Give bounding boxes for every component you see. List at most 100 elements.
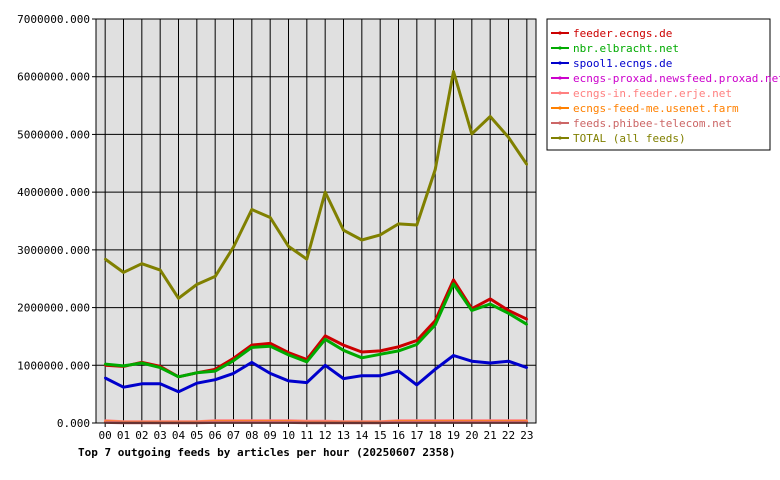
data-point: [268, 216, 272, 219]
x-tick-label: 09: [264, 429, 277, 442]
data-point: [525, 317, 529, 321]
data-point: [452, 282, 455, 286]
data-point: [507, 360, 510, 363]
legend-marker: [558, 106, 562, 110]
data-point: [287, 353, 290, 357]
x-tick-label: 22: [502, 429, 515, 442]
data-point: [213, 369, 217, 373]
y-tick-label: 5000000.000: [17, 128, 90, 141]
data-point: [158, 382, 162, 385]
data-point: [342, 377, 345, 380]
data-point: [305, 257, 309, 261]
data-point: [323, 364, 327, 367]
y-tick-label: 2000000.000: [17, 302, 90, 315]
data-point: [232, 359, 235, 362]
data-point: [378, 353, 382, 356]
y-tick-label: 3000000.000: [17, 244, 90, 257]
data-point: [433, 368, 437, 371]
series-line-2: [104, 354, 528, 394]
data-point: [177, 297, 180, 300]
data-point: [122, 364, 125, 368]
data-point: [103, 376, 107, 380]
data-point: [122, 386, 125, 389]
y-tick-label: 7000000.000: [17, 13, 90, 26]
data-point: [525, 366, 529, 369]
data-point: [470, 132, 474, 136]
x-tick-label: 04: [172, 429, 186, 442]
y-tick-label: 0.000: [57, 417, 90, 430]
data-point: [232, 372, 235, 375]
data-point: [287, 379, 290, 383]
data-point: [250, 346, 254, 349]
data-point: [525, 163, 529, 166]
data-point: [268, 342, 272, 345]
data-point: [397, 349, 400, 353]
data-point: [360, 238, 364, 242]
data-point: [415, 383, 419, 387]
legend-marker: [558, 91, 562, 95]
data-point: [342, 229, 345, 232]
x-tick-label: 05: [190, 429, 203, 442]
data-point: [415, 223, 419, 227]
data-point: [488, 302, 492, 306]
data-point: [140, 262, 144, 265]
legend-marker: [558, 136, 562, 140]
legend-box: [546, 18, 771, 151]
data-point: [342, 343, 345, 347]
data-point: [488, 361, 492, 365]
data-point: [232, 245, 235, 249]
data-point: [397, 345, 400, 349]
data-point: [323, 334, 327, 338]
legend-label: spool1.ecngs.de: [573, 57, 672, 70]
x-tick-label: 11: [300, 429, 313, 442]
x-tick-label: 02: [135, 429, 148, 442]
chart-title: Top 7 outgoing feeds by articles per hou…: [78, 446, 456, 459]
legend: feeder.ecngs.de nbr.elbracht.net spool1.ec…: [546, 18, 780, 151]
x-tick-label: 18: [429, 429, 442, 442]
data-point: [415, 343, 419, 346]
x-tick-label: 01: [117, 429, 130, 442]
y-tick-label: 1000000.000: [17, 359, 90, 372]
data-point: [323, 338, 327, 341]
data-point: [342, 349, 345, 352]
legend-marker: [558, 46, 562, 50]
x-tick-label: 20: [465, 429, 478, 442]
data-point: [507, 309, 510, 312]
data-point: [507, 136, 510, 139]
data-point: [507, 312, 510, 315]
data-point: [470, 360, 474, 363]
data-point: [360, 350, 364, 354]
x-tick-label: 23: [520, 429, 533, 442]
data-point: [195, 283, 199, 286]
data-point: [250, 208, 254, 211]
data-point: [452, 278, 455, 282]
data-point: [488, 115, 492, 118]
data-point: [378, 374, 382, 377]
series-line-7: [104, 70, 529, 300]
data-point: [158, 366, 162, 369]
y-tick-label: 6000000.000: [17, 71, 90, 84]
x-tick-label: 10: [282, 429, 295, 442]
data-point: [305, 381, 309, 384]
legend-label: TOTAL (all feeds): [573, 132, 686, 145]
legend-marker: [558, 61, 562, 65]
data-point: [268, 345, 272, 348]
data-point: [213, 275, 217, 278]
data-point: [397, 222, 400, 226]
x-tick-label: 07: [227, 429, 240, 442]
data-point: [213, 378, 217, 381]
x-tick-label: 08: [245, 429, 258, 442]
x-tick-label: 14: [355, 429, 369, 442]
data-point: [195, 381, 199, 385]
legend-label: feeds.phibee-telecom.net: [573, 117, 732, 130]
legend-label: ecngs-in.feeder.erje.net: [573, 87, 732, 100]
x-axis-ticks: 00 01 02 03 04 05 06 07 08 09 10 11 12 13 14 15 16 17 18 19…: [99, 423, 533, 442]
data-point: [452, 354, 455, 357]
data-point: [323, 190, 327, 194]
plot-frame: [95, 18, 537, 424]
y-tick-label: 4000000.000: [17, 186, 90, 199]
x-tick-label: 19: [447, 429, 460, 442]
data-point: [177, 375, 180, 379]
data-point: [360, 374, 364, 377]
